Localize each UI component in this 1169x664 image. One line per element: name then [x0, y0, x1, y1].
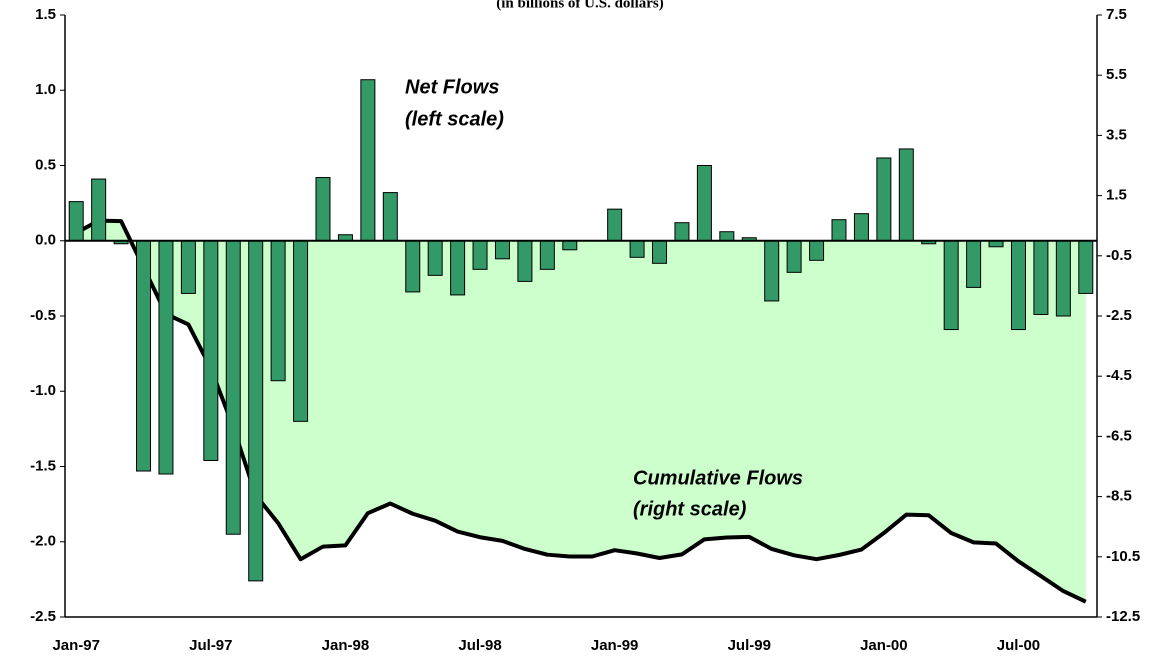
bar — [966, 240, 982, 288]
bar — [68, 201, 84, 242]
bar — [1010, 240, 1026, 331]
bar — [719, 231, 735, 242]
bar — [943, 240, 959, 331]
bar — [539, 240, 555, 270]
x-tick-label: Jul-98 — [458, 637, 501, 654]
x-tick-label: Jul-00 — [997, 637, 1040, 654]
y2-tick-label: -8.5 — [1106, 488, 1132, 505]
bar — [786, 240, 802, 273]
bar — [898, 148, 914, 242]
y2-tick-label: -4.5 — [1106, 367, 1132, 384]
y2-tick-label: -12.5 — [1106, 608, 1140, 625]
cumulative-line — [75, 218, 1087, 604]
y2-tick-label: 7.5 — [1106, 6, 1127, 23]
bar — [607, 208, 623, 242]
bar — [853, 213, 869, 242]
bar — [450, 240, 466, 296]
bar — [91, 178, 107, 242]
bar — [1078, 240, 1094, 294]
annotation: (right scale) — [633, 498, 747, 520]
y-tick-label: -0.5 — [30, 307, 56, 324]
x-tick-label: Jan-99 — [591, 637, 639, 654]
x-tick-label: Jul-97 — [189, 637, 232, 654]
bar — [831, 219, 847, 242]
annotation: Net Flows — [405, 76, 499, 98]
annotation: (left scale) — [405, 108, 504, 130]
bar — [517, 240, 533, 282]
bar — [293, 240, 309, 422]
bar — [629, 240, 645, 258]
y-tick-label: 0.0 — [35, 232, 56, 249]
y-tick-label: 1.5 — [35, 6, 56, 23]
bar — [494, 240, 510, 260]
bar — [405, 240, 421, 293]
bar — [270, 240, 286, 382]
bar — [472, 240, 488, 270]
bar — [696, 165, 712, 242]
bar — [180, 240, 196, 294]
y2-tick-label: 3.5 — [1106, 126, 1127, 143]
y-tick-label: -2.0 — [30, 533, 56, 550]
bar — [764, 240, 780, 302]
bar — [809, 240, 825, 261]
y-tick-label: 0.5 — [35, 156, 56, 173]
x-tick-label: Jan-97 — [52, 637, 100, 654]
bar — [876, 157, 892, 242]
chart-title: (in billions of U.S. dollars) — [496, 0, 664, 11]
bar — [1055, 240, 1071, 317]
bar — [562, 240, 578, 251]
bar — [1033, 240, 1049, 315]
bar — [674, 222, 690, 242]
x-tick-label: Jan-98 — [322, 637, 370, 654]
cumulative-area — [76, 220, 1086, 602]
y2-tick-label: -0.5 — [1106, 247, 1132, 264]
bar — [360, 79, 376, 242]
bar — [158, 240, 174, 475]
y-tick-label: -2.5 — [30, 608, 56, 625]
x-tick-label: Jan-00 — [860, 637, 908, 654]
x-tick-label: Jul-99 — [728, 637, 771, 654]
y2-tick-label: 5.5 — [1106, 66, 1127, 83]
y2-tick-label: -6.5 — [1106, 427, 1132, 444]
bar — [136, 240, 152, 472]
y2-tick-label: -10.5 — [1106, 548, 1140, 565]
bar — [225, 240, 241, 535]
bar — [315, 177, 331, 242]
bar — [427, 240, 443, 276]
y2-tick-label: 1.5 — [1106, 187, 1127, 204]
annotation: Cumulative Flows — [633, 467, 803, 489]
bar — [203, 240, 219, 461]
bar — [382, 192, 398, 242]
y-tick-label: -1.0 — [30, 382, 56, 399]
bar — [652, 240, 668, 264]
y-tick-label: -1.5 — [30, 457, 56, 474]
bar — [248, 240, 264, 582]
y-tick-label: 1.0 — [35, 81, 56, 98]
y2-tick-label: -2.5 — [1106, 307, 1132, 324]
